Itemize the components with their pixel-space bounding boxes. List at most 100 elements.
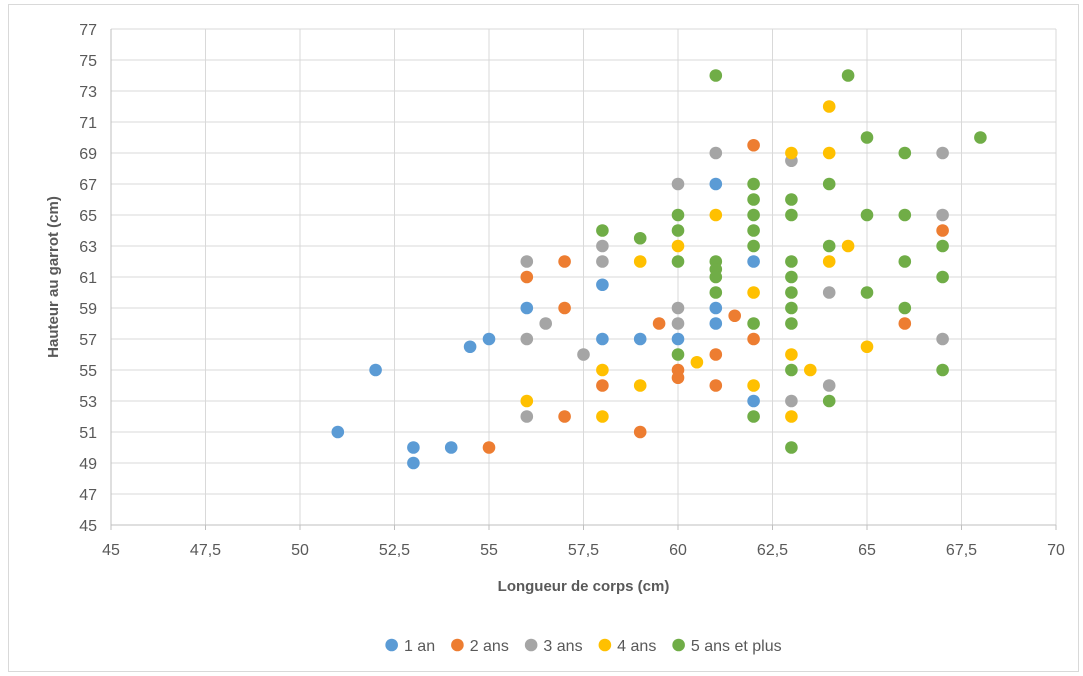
y-tick-label: 63 <box>79 239 97 256</box>
y-tick-label: 51 <box>79 425 97 442</box>
data-point <box>633 255 647 268</box>
x-tick-label: 60 <box>669 542 687 559</box>
data-point <box>898 301 912 315</box>
y-tick-label: 45 <box>79 518 97 535</box>
data-point <box>822 286 836 299</box>
y-tick-label: 65 <box>79 208 97 225</box>
data-point <box>841 239 855 253</box>
y-tick-label: 59 <box>79 301 97 318</box>
data-point <box>936 239 949 253</box>
data-point <box>785 301 798 315</box>
legend-label: 5 ans et plus <box>691 638 782 655</box>
data-point <box>709 177 723 191</box>
data-point <box>671 208 685 222</box>
x-tick-label: 47,5 <box>190 542 221 559</box>
data-point <box>633 231 647 245</box>
data-point <box>747 394 760 408</box>
data-point <box>898 255 912 268</box>
data-point <box>331 425 345 439</box>
data-point <box>747 410 760 423</box>
data-point <box>936 146 949 160</box>
data-point <box>671 301 685 315</box>
data-point <box>709 348 723 361</box>
y-tick-label: 57 <box>79 332 97 349</box>
data-point <box>671 255 685 268</box>
y-tick-label: 53 <box>79 394 97 411</box>
data-point <box>785 394 798 408</box>
data-point <box>936 363 949 377</box>
legend-marker <box>385 638 398 652</box>
data-point <box>747 224 760 237</box>
data-point <box>747 379 760 392</box>
y-tick-label: 71 <box>79 115 97 132</box>
data-point <box>596 363 609 377</box>
data-point <box>822 255 836 268</box>
y-tick-label: 47 <box>79 487 97 504</box>
data-point <box>785 363 798 377</box>
y-tick-label: 77 <box>79 22 97 39</box>
data-point <box>407 441 420 454</box>
data-point <box>822 379 836 392</box>
data-point <box>860 340 874 354</box>
data-point <box>520 301 534 315</box>
axes: 45 47 49 51 53 55 57 59 61 63 65 67 69 71 73 75 77 45 47,5… <box>79 22 1065 559</box>
data-point <box>596 379 609 392</box>
data-point <box>936 224 949 237</box>
legend: 1 an 2 ans 3 ans 4 ans 5 ans et plus <box>385 638 782 655</box>
data-point <box>936 332 949 346</box>
data-point <box>804 363 817 377</box>
data-point <box>785 317 798 330</box>
data-point <box>974 131 987 144</box>
data-point <box>520 270 534 284</box>
data-point <box>822 394 836 408</box>
x-tick-label: 70 <box>1047 542 1065 559</box>
data-point <box>747 177 760 191</box>
data-point <box>860 131 874 144</box>
data-point <box>577 348 590 361</box>
data-point <box>841 69 855 82</box>
data-point <box>671 317 685 330</box>
data-point <box>633 425 647 439</box>
data-point <box>709 69 723 82</box>
data-point <box>671 177 685 191</box>
data-point <box>936 270 949 284</box>
data-point <box>898 208 912 222</box>
x-tick-label: 67,5 <box>946 542 977 559</box>
data-point <box>860 208 874 222</box>
data-point <box>747 286 760 299</box>
data-point <box>898 146 912 160</box>
data-point <box>596 278 609 292</box>
y-tick-label: 73 <box>79 84 97 101</box>
data-point <box>407 456 420 470</box>
data-point <box>690 355 704 369</box>
legend-marker <box>672 638 685 652</box>
y-tick-label: 69 <box>79 146 97 163</box>
data-point <box>709 301 723 315</box>
data-point <box>671 332 685 346</box>
x-tick-label: 57,5 <box>568 542 599 559</box>
chart-frame <box>8 4 1079 672</box>
data-point <box>709 146 723 160</box>
data-point <box>709 270 723 284</box>
data-point <box>860 286 874 299</box>
data-point <box>596 255 609 268</box>
data-point <box>785 270 798 284</box>
legend-marker <box>524 638 538 652</box>
data-point <box>444 441 458 454</box>
data-point <box>785 255 798 268</box>
y-tick-label: 55 <box>79 363 97 380</box>
data-point <box>652 317 666 330</box>
data-point <box>785 410 798 423</box>
data-point <box>747 193 760 206</box>
data-point <box>596 239 609 253</box>
data-point <box>785 441 798 454</box>
data-point <box>558 301 571 315</box>
y-tick-label: 49 <box>79 456 97 473</box>
data-point <box>520 410 534 423</box>
data-point <box>822 239 836 253</box>
data-point <box>596 410 609 423</box>
legend-label: 2 ans <box>470 638 509 655</box>
data-point <box>709 286 723 299</box>
legend-label: 1 an <box>404 638 435 655</box>
data-point <box>520 332 534 346</box>
